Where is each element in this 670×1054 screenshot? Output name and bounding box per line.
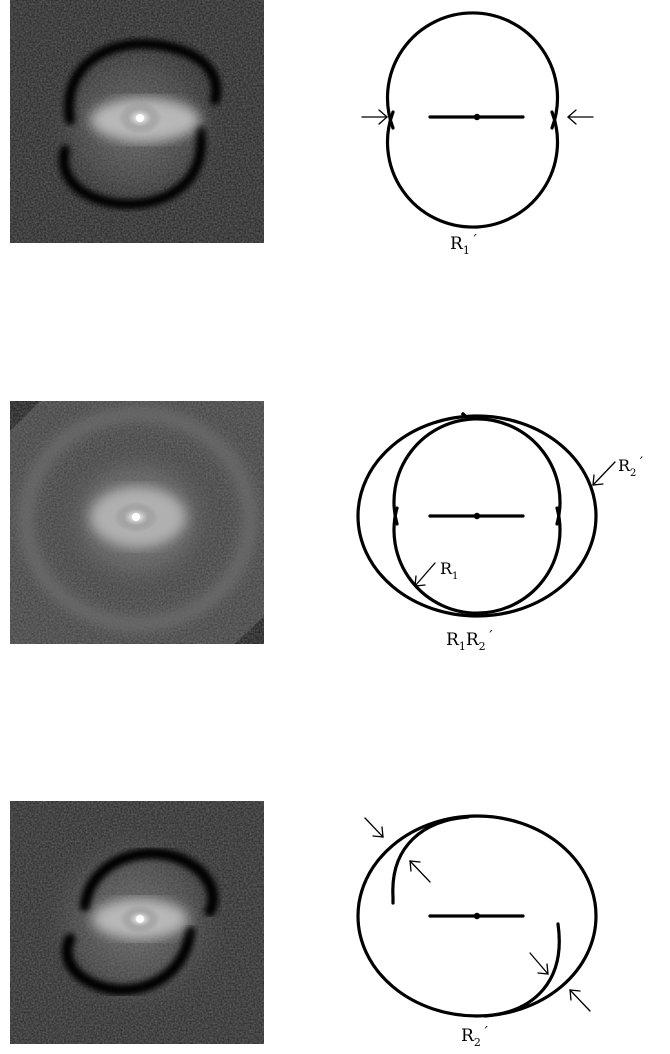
arrow-left-icon (361, 109, 388, 125)
galaxy-image-1 (10, 0, 264, 243)
label-r1: R1 (440, 559, 459, 582)
arrow-upper-inner-icon (409, 860, 431, 883)
caption-panel-3: R2´ (461, 1025, 489, 1049)
nucleus-dot (473, 512, 481, 520)
outer-ring-r2 (356, 414, 598, 618)
inner-arc-lower (483, 922, 561, 1018)
label-r2-prime: R2´ (618, 456, 644, 479)
arrow-lower-outer-icon (569, 989, 591, 1012)
inner-ring-r1-lower (392, 506, 562, 615)
galaxy-image-2 (10, 401, 264, 644)
ring-outline-upper (385, 11, 560, 130)
nucleus-dot (473, 113, 481, 121)
ring-outline-lower (385, 110, 560, 229)
outer-ring-r2 (356, 814, 598, 1018)
nucleus-dot (473, 912, 481, 920)
inner-ring-r1-upper (392, 417, 562, 526)
ring-diagram-3 (340, 800, 670, 1050)
ring-diagram-2 (340, 400, 670, 660)
caption-panel-2: R1R2´ (446, 629, 494, 653)
arrow-r2-icon (592, 461, 616, 486)
arrow-right-icon (567, 109, 594, 125)
arrow-upper-outer-icon (364, 817, 384, 838)
galaxy-image-3 (10, 801, 264, 1044)
caption-panel-1: R1´ (450, 233, 478, 257)
ring-diagram-1 (340, 0, 670, 280)
arrow-lower-inner-icon (529, 952, 549, 975)
arrow-r1-icon (414, 562, 436, 587)
inner-arc-upper (391, 815, 470, 905)
